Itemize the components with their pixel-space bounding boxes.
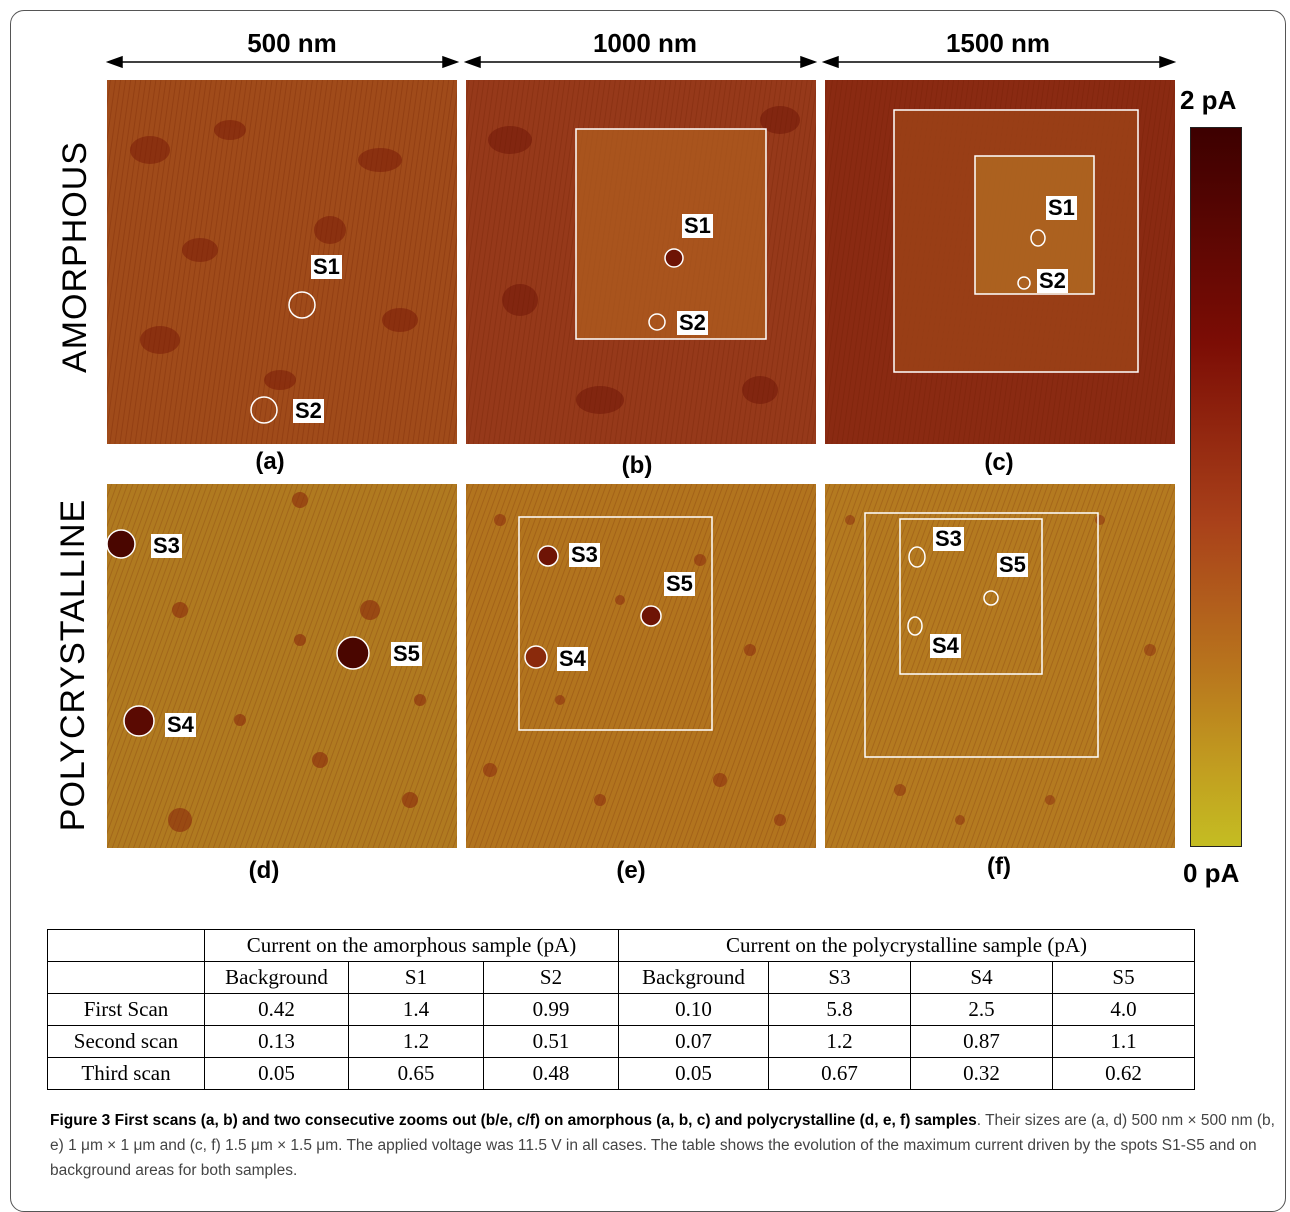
column-header: S4 [910, 961, 1053, 994]
table-cell: 5.8 [768, 993, 911, 1026]
panel-label-a: (a) [255, 448, 285, 475]
spot-label-b-s1: S1 [682, 213, 713, 238]
figure-caption: Figure 3 First scans (a, b) and two cons… [50, 1108, 1280, 1183]
table-cell: 1.2 [348, 1025, 484, 1058]
spot-label-e-s5: S5 [664, 571, 695, 596]
column-header: S5 [1052, 961, 1195, 994]
table-cell: 4.0 [1052, 993, 1195, 1026]
spot-label-c-s1: S1 [1046, 195, 1077, 220]
panel-label-d: (d) [248, 857, 280, 884]
table-cell: 0.99 [483, 993, 619, 1026]
table-row: Second scan 0.13 1.2 0.51 0.07 1.2 0.87 … [47, 1025, 1195, 1058]
row-label: Second scan [47, 1025, 205, 1058]
table-corner [47, 929, 205, 962]
column-header: Background [204, 961, 349, 994]
spot-label-e-s4: S4 [557, 646, 588, 671]
spot-label-a-s2: S2 [293, 398, 324, 423]
row-label: Third scan [47, 1057, 205, 1090]
spot-label-d-s4: S4 [165, 712, 196, 737]
panel-label-f: (f) [987, 853, 1011, 880]
table-cell: 1.2 [768, 1025, 911, 1058]
group-header-polycrystalline: Current on the polycrystalline sample (p… [618, 929, 1195, 962]
panel-f-image [825, 484, 1175, 848]
panel-c-image [825, 80, 1175, 444]
table-cell: 0.13 [204, 1025, 349, 1058]
spot-label-f-s3: S3 [933, 526, 964, 551]
table-cell: 0.48 [483, 1057, 619, 1090]
panel-a-image [107, 80, 457, 444]
scale-label-500: 500 nm [247, 28, 337, 58]
table-row: First Scan 0.42 1.4 0.99 0.10 5.8 2.5 4.… [47, 993, 1195, 1026]
spot-label-f-s5: S5 [997, 552, 1028, 577]
spot-label-d-s3: S3 [151, 533, 182, 558]
scale-label-1500: 1500 nm [945, 28, 1051, 58]
spot-label-b-s2: S2 [677, 310, 708, 335]
caption-title: Figure 3 First scans (a, b) and two cons… [50, 1112, 977, 1129]
table-corner-2 [47, 961, 205, 994]
spot-label-e-s3: S3 [569, 542, 600, 567]
table-cell: 1.1 [1052, 1025, 1195, 1058]
table-cell: 0.10 [618, 993, 769, 1026]
spot-label-c-s2: S2 [1037, 268, 1068, 293]
table-cell: 0.67 [768, 1057, 911, 1090]
table-cell: 0.62 [1052, 1057, 1195, 1090]
panel-label-b: (b) [621, 452, 653, 479]
table-cell: 0.65 [348, 1057, 484, 1090]
scale-label-1000: 1000 nm [592, 28, 698, 58]
panel-b-image [466, 80, 816, 444]
colorbar-max-label: 2 pA [1180, 85, 1237, 115]
scale-arrows [105, 55, 1177, 69]
table-cell: 1.4 [348, 993, 484, 1026]
column-header: Background [618, 961, 769, 994]
panel-label-e: (e) [616, 857, 646, 884]
table-cell: 0.07 [618, 1025, 769, 1058]
column-header: S1 [348, 961, 484, 994]
table-cell: 0.05 [618, 1057, 769, 1090]
afm-images [106, 80, 1175, 848]
current-table: Current on the amorphous sample (pA) Cur… [47, 929, 1195, 1090]
table-row: Third scan 0.05 0.65 0.48 0.05 0.67 0.32… [47, 1057, 1195, 1090]
row-label: First Scan [47, 993, 205, 1026]
table-cell: 0.05 [204, 1057, 349, 1090]
table-cell: 0.42 [204, 993, 349, 1026]
column-header-row: Background S1 S2 Background S3 S4 S5 [47, 961, 1195, 994]
table-cell: 0.87 [910, 1025, 1053, 1058]
caption-text: . Their sizes are (a, d) 500 nm × 500 nm… [50, 1112, 1275, 1179]
spot-label-a-s1: S1 [311, 254, 342, 279]
table-cell: 2.5 [910, 993, 1053, 1026]
panel-label-c: (c) [984, 449, 1014, 476]
spot-label-f-s4: S4 [930, 633, 961, 658]
group-header-amorphous: Current on the amorphous sample (pA) [204, 929, 619, 962]
panel-e-image [466, 484, 816, 848]
column-header: S3 [768, 961, 911, 994]
column-header: S2 [483, 961, 619, 994]
colorbar [1190, 127, 1242, 847]
spot-label-d-s5: S5 [391, 641, 422, 666]
table-cell: 0.51 [483, 1025, 619, 1058]
table-cell: 0.32 [910, 1057, 1053, 1090]
colorbar-min-label: 0 pA [1183, 858, 1240, 888]
